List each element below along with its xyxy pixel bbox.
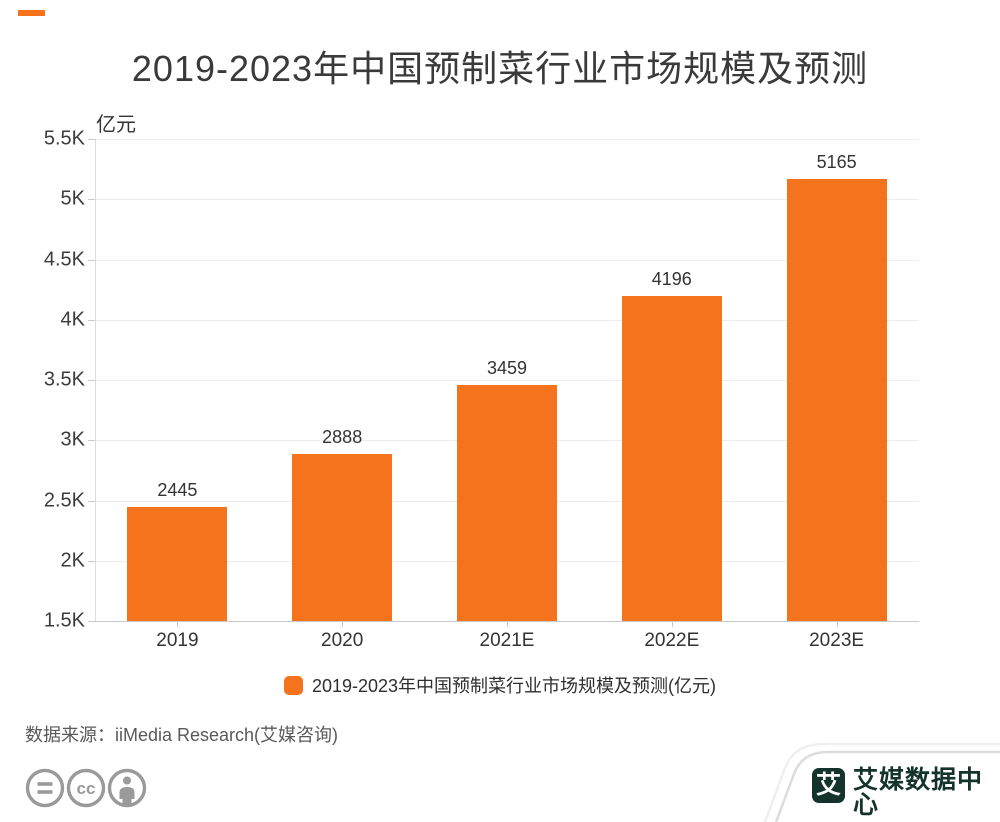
creative-commons-icons: cc [25,768,147,808]
chart-legend: 2019-2023年中国预制菜行业市场规模及预测(亿元) [0,672,1000,698]
iimedia-logo-icon: 艾 [812,768,845,803]
bar-value-label: 4196 [651,269,692,290]
brand-footer: 艾 艾媒数据中心 data.iimedia.cn [812,768,1000,822]
cc-license-icon: cc [66,768,106,808]
bar [786,179,887,621]
bar-value-label: 2888 [322,426,363,447]
equals-license-icon [25,768,65,808]
x-axis-tick [507,621,508,627]
bar-value-label: 3459 [486,357,528,378]
y-axis-tick [88,560,95,562]
y-tick-label: 3K [60,428,85,451]
y-tick-label: 4K [60,308,85,331]
data-source-caption: 数据来源：iiMedia Research(艾媒咨询) [25,725,339,745]
y-axis-unit-label: 亿元 [96,114,136,136]
x-axis-tick [671,621,673,627]
y-axis-tick [88,440,95,442]
bar [621,296,722,621]
x-axis-tick [836,621,838,627]
grid-line [95,139,919,140]
y-axis-tick [88,259,95,261]
bar-value-label: 2445 [157,480,198,501]
y-tick-label: 3.5K [43,368,85,391]
footer-swoosh-decoration [763,742,1000,822]
bar [457,384,557,621]
x-axis-tick [177,621,179,627]
page-title: 2019-2023年中国预制菜行业市场规模及预测 [131,48,869,89]
y-tick-label: 5.5K [43,127,85,150]
bar [292,453,393,621]
y-tick-label: 5K [60,187,85,210]
legend-label: 2019-2023年中国预制菜行业市场规模及预测(亿元) [311,676,717,696]
svg-text:cc: cc [77,779,96,798]
y-tick-label: 2.5K [43,489,85,511]
bar [127,507,228,621]
x-tick-label: 2021E [479,630,535,651]
grid-line [95,259,919,261]
grid-line [95,380,919,381]
x-tick-label: 2022E [644,630,700,651]
x-axis-tick [342,621,344,627]
accent-dash [18,10,45,16]
x-tick-label: 2019 [156,630,199,651]
y-axis-tick [88,380,95,381]
legend-swatch-icon [283,675,303,695]
x-tick-label: 2020 [321,630,364,651]
attribution-person-icon [107,768,147,808]
y-axis-line [95,139,96,621]
x-tick-label: 2023E [809,630,865,651]
y-tick-label: 2K [60,549,85,572]
bar-value-label: 5165 [816,152,857,173]
y-axis-tick [88,621,95,622]
brand-url: data.iimedia.cn [853,820,1000,822]
y-axis-tick [88,500,95,502]
grid-line [95,199,919,201]
brand-name: 艾媒数据中心 [852,766,983,819]
y-axis-tick [88,319,95,321]
y-axis-tick [88,199,95,201]
y-axis-tick [88,139,95,140]
y-tick-label: 4.5K [43,248,85,270]
y-tick-label: 1.5K [43,609,85,632]
grid-line [95,319,919,321]
